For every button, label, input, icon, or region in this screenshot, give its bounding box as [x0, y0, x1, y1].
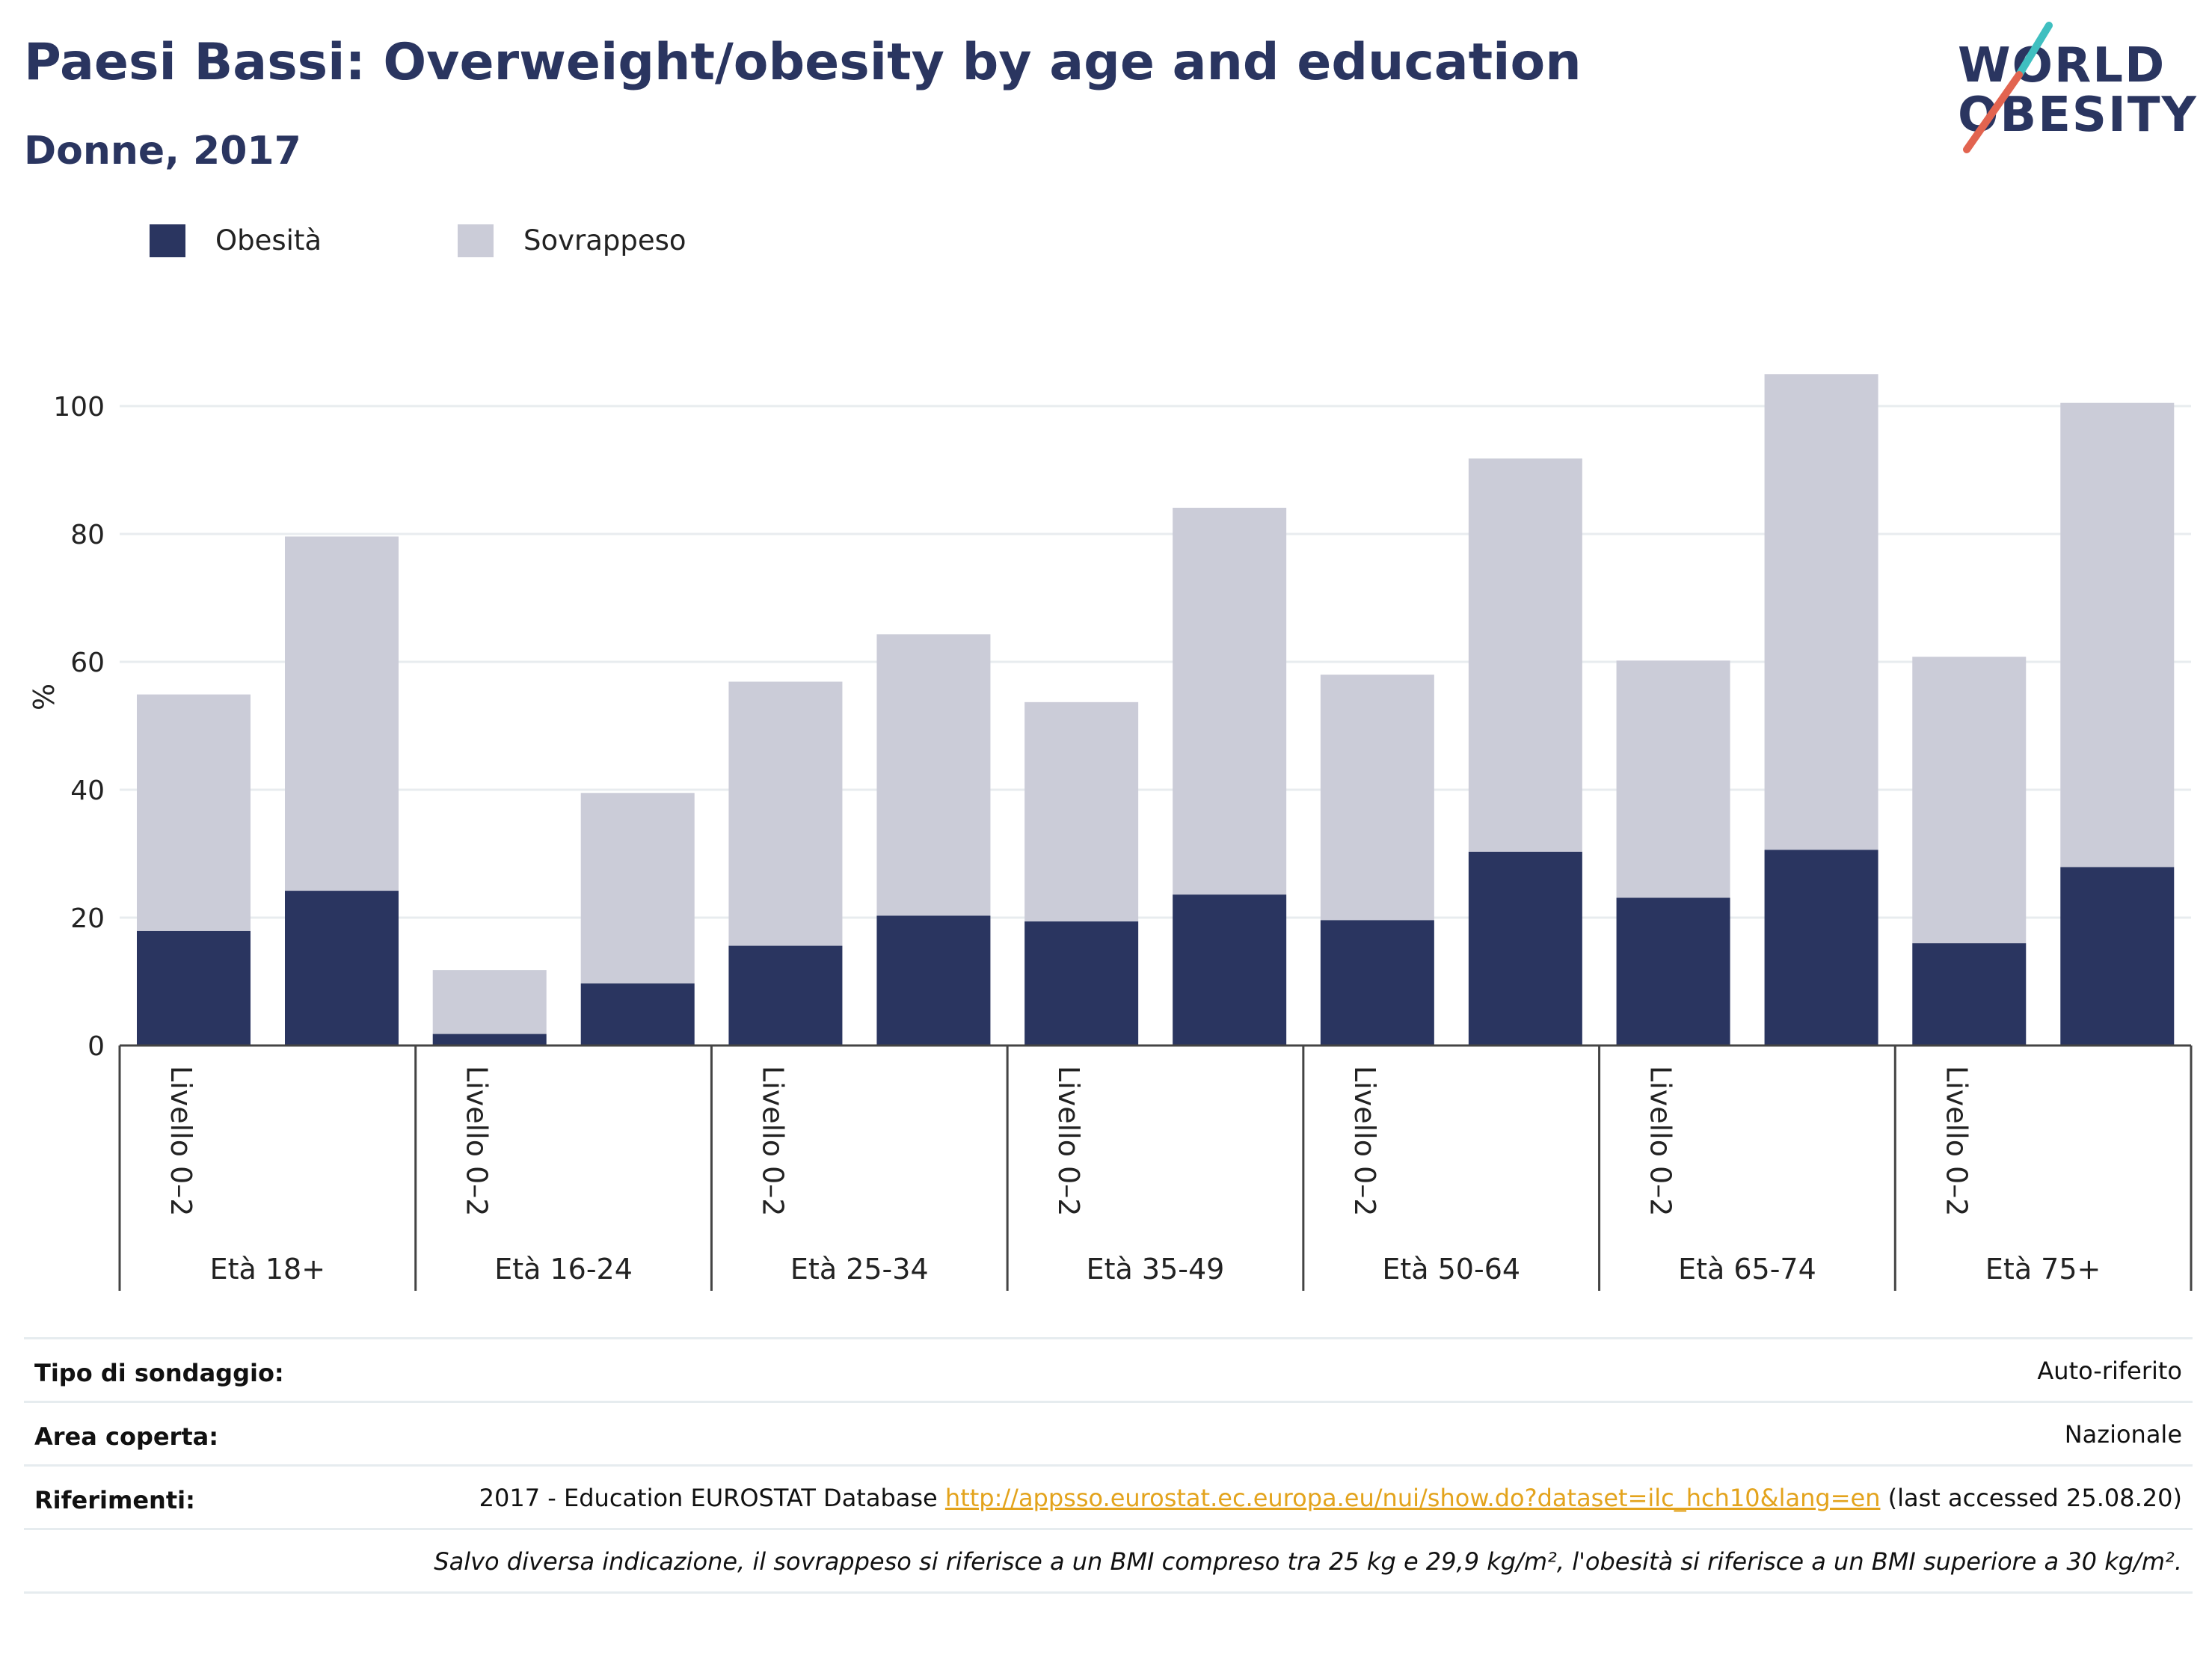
- bar-obesity: [1024, 921, 1139, 1045]
- bar-category-label: Livello 0–2: [1348, 1066, 1381, 1216]
- group-label: Età 35-49: [1087, 1253, 1225, 1286]
- definition-note: Salvo diversa indicazione, il sovrappeso…: [434, 1547, 2182, 1576]
- bar-category-label: Livello 0–2: [165, 1066, 197, 1216]
- logo-slash-icon: [1963, 22, 2053, 153]
- bar-obesity: [728, 945, 843, 1045]
- references-suffix: (last accessed 25.08.20): [1880, 1484, 2182, 1512]
- bar-obesity: [2060, 867, 2175, 1045]
- group-label: Età 75+: [1985, 1253, 2101, 1286]
- bar-overweight: [1173, 507, 1287, 895]
- bar-overweight: [1320, 675, 1434, 921]
- logo-line-1: WORLD: [1958, 38, 2166, 93]
- bar-obesity: [580, 983, 695, 1045]
- bar-overweight: [285, 536, 399, 891]
- legend-swatch-overweight: [458, 224, 494, 257]
- bar-overweight: [580, 793, 695, 984]
- bar-overweight: [2060, 402, 2175, 868]
- bar-obesity: [1764, 850, 1878, 1045]
- bar-category-label: Livello 0–2: [756, 1066, 789, 1216]
- references-label: Riferimenti:: [34, 1486, 195, 1514]
- area-covered-value: Nazionale: [2064, 1420, 2182, 1449]
- y-tick-label: 60: [70, 648, 105, 678]
- y-tick-label: 100: [53, 392, 105, 423]
- group-label: Età 16-24: [494, 1253, 633, 1286]
- bar-obesity: [285, 891, 399, 1045]
- y-axis-title: %: [28, 684, 61, 710]
- bar-obesity: [137, 930, 251, 1045]
- survey-type-value: Auto-riferito: [2037, 1357, 2182, 1385]
- info-table: Tipo di sondaggio: Auto-riferito Area co…: [24, 1337, 2193, 1594]
- info-row-note: Salvo diversa indicazione, il sovrappeso…: [24, 1528, 2193, 1594]
- info-row-survey: Tipo di sondaggio: Auto-riferito: [24, 1337, 2193, 1401]
- y-tick-label: 80: [70, 520, 105, 550]
- references-prefix: 2017 - Education EUROSTAT Database: [479, 1484, 945, 1512]
- y-tick-label: 40: [70, 776, 105, 806]
- bar-overweight: [1468, 458, 1582, 852]
- bar-category-label: Livello 0–2: [1940, 1066, 1973, 1216]
- bar-overweight: [432, 970, 547, 1034]
- bar-overweight: [876, 634, 991, 916]
- group-label: Età 18+: [210, 1253, 325, 1286]
- bar-overweight: [728, 681, 843, 946]
- references-value: 2017 - Education EUROSTAT Database http:…: [34, 1481, 2193, 1514]
- bar-obesity: [1468, 851, 1582, 1045]
- chart-subtitle: Donne, 2017: [24, 129, 301, 174]
- eurostat-link[interactable]: http://appsso.eurostat.ec.europa.eu/nui/…: [944, 1484, 1881, 1512]
- group-label: Età 50-64: [1382, 1253, 1520, 1286]
- y-tick-label: 0: [87, 1031, 105, 1062]
- survey-type-label: Tipo di sondaggio:: [34, 1359, 284, 1387]
- bar-category-label: Livello 0–2: [1052, 1066, 1085, 1216]
- chart-title: Paesi Bassi: Overweight/obesity by age a…: [24, 33, 1582, 92]
- bar-category-label: Livello 0–2: [1644, 1066, 1677, 1216]
- bar-chart: 0 20 40 60 80 100% Livello 0–2 Età 18+ Livello 0…: [28, 374, 2193, 1291]
- group-label: Età 25-34: [790, 1253, 929, 1286]
- bar-overweight: [1912, 657, 2027, 944]
- bar-obesity: [1173, 894, 1287, 1045]
- bar-obesity: [432, 1034, 547, 1045]
- bar-overweight: [1764, 374, 1878, 850]
- bar-overweight: [137, 694, 251, 931]
- bar-obesity: [1912, 943, 2027, 1045]
- bar-obesity: [1616, 897, 1730, 1045]
- info-row-references: Riferimenti: 2017 - Education EUROSTAT D…: [24, 1464, 2193, 1528]
- bar-overweight: [1024, 701, 1139, 922]
- bar-obesity: [1320, 920, 1434, 1045]
- legend-label-overweight: Sovrappeso: [523, 224, 686, 257]
- world-obesity-logo: WORLD OBESITY: [1952, 21, 2199, 156]
- bar-category-label: Livello 0–2: [461, 1066, 494, 1216]
- bar-obesity: [876, 915, 991, 1045]
- info-row-area: Area coperta: Nazionale: [24, 1401, 2193, 1464]
- y-tick-label: 20: [70, 903, 105, 934]
- bar-overweight: [1616, 660, 1730, 898]
- area-covered-label: Area coperta:: [34, 1422, 219, 1451]
- group-label: Età 65-74: [1678, 1253, 1816, 1286]
- legend-swatch-obesity: [150, 224, 185, 257]
- legend-label-obesity: Obesità: [215, 224, 322, 257]
